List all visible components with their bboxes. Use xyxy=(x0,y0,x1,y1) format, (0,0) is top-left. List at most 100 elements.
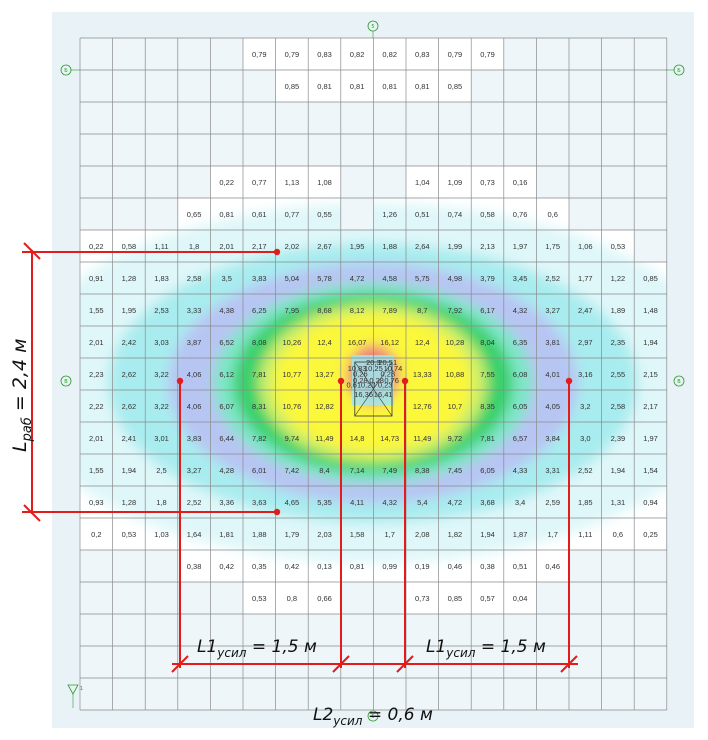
cell-value: 0,38 xyxy=(480,562,495,571)
tick-3 xyxy=(396,655,414,673)
empty-cell xyxy=(634,166,667,198)
empty-cell xyxy=(503,614,537,646)
cell-value: 2,52 xyxy=(187,498,202,507)
cell-value: 0,66 xyxy=(317,594,332,603)
cell-value: 1,95 xyxy=(350,242,365,251)
empty-cell xyxy=(243,678,276,710)
cell-value: 3,5 xyxy=(221,274,231,283)
cell-value: 1,58 xyxy=(350,530,365,539)
empty-cell xyxy=(210,38,243,70)
l1-right-label: L1усил = 1,5 м xyxy=(426,637,546,660)
cell-value: 4,32 xyxy=(513,306,528,315)
cell-value: 1,75 xyxy=(545,242,560,251)
empty-cell xyxy=(601,614,635,646)
cell-value: 10,76 xyxy=(283,402,302,411)
cell-value: 1,77 xyxy=(578,274,593,283)
empty-cell xyxy=(80,614,113,646)
empty-cell xyxy=(210,70,243,102)
empty-cell xyxy=(145,646,178,678)
empty-cell xyxy=(112,198,146,230)
center-value: 10,74 xyxy=(384,364,403,373)
empty-cell xyxy=(503,134,537,166)
cell-value: 13,27 xyxy=(315,370,334,379)
empty-cell xyxy=(634,230,667,262)
cell-value: 5,75 xyxy=(415,274,430,283)
cell-value: 10,77 xyxy=(283,370,302,379)
cell-value: 6,05 xyxy=(480,466,495,475)
cell-value: 7,81 xyxy=(480,434,495,443)
axis-marker-right-top: Б xyxy=(666,64,685,76)
empty-cell xyxy=(80,38,113,70)
cell-value: 4,11 xyxy=(350,498,364,507)
cell-value: 0,58 xyxy=(480,210,495,219)
empty-cell xyxy=(569,134,602,166)
empty-cell xyxy=(569,166,602,198)
cell-value: 0,81 xyxy=(350,82,365,91)
cell-value: 2,08 xyxy=(415,530,430,539)
empty-cell xyxy=(536,134,569,166)
cell-value: 14,8 xyxy=(350,434,365,443)
cell-value: 1,8 xyxy=(156,498,166,507)
empty-cell xyxy=(340,646,374,678)
axis-label-right-mid: В xyxy=(677,379,681,385)
cell-value: 7,42 xyxy=(285,466,300,475)
cell-value: 7,82 xyxy=(252,434,267,443)
empty-cell xyxy=(601,550,635,582)
cell-value: 4,65 xyxy=(285,498,300,507)
empty-cell xyxy=(145,678,178,710)
cell-value: 6,07 xyxy=(219,402,234,411)
cell-value: 2,58 xyxy=(187,274,202,283)
empty-cell xyxy=(275,134,309,166)
cell-value: 0,42 xyxy=(285,562,300,571)
cell-value: 0,16 xyxy=(513,178,528,187)
cell-value: 6,52 xyxy=(219,338,234,347)
tick-4 xyxy=(560,655,578,673)
cell-value: 1,11 xyxy=(578,530,592,539)
cell-value: 1,83 xyxy=(154,274,169,283)
cell-value: 0,13 xyxy=(317,562,332,571)
l1-left-label: L1усил = 1,5 м xyxy=(197,637,317,660)
empty-cell xyxy=(438,614,472,646)
empty-cell xyxy=(177,102,211,134)
empty-cell xyxy=(634,582,667,614)
empty-cell xyxy=(112,646,146,678)
tick-1 xyxy=(171,655,189,673)
empty-cell xyxy=(340,614,374,646)
empty-cell xyxy=(503,102,537,134)
cell-value: 3,84 xyxy=(545,434,560,443)
cell-value: 2,97 xyxy=(578,338,593,347)
empty-cell xyxy=(536,102,569,134)
center-value: 0,23 xyxy=(378,381,393,390)
empty-cell xyxy=(471,102,504,134)
empty-cell xyxy=(601,198,635,230)
empty-cell xyxy=(80,198,113,230)
cell-value: 2,5 xyxy=(156,466,166,475)
cell-value: 4,72 xyxy=(448,498,463,507)
cell-value: 3,27 xyxy=(187,466,202,475)
empty-cell xyxy=(145,38,178,70)
cell-value: 0,76 xyxy=(513,210,528,219)
cell-value: 1,8 xyxy=(189,242,199,251)
l-rab-tick-top xyxy=(23,242,41,260)
cell-value: 8,38 xyxy=(415,466,430,475)
axis-label-right-top: Б xyxy=(677,68,681,74)
cell-value: 6,17 xyxy=(480,306,495,315)
empty-cell xyxy=(112,134,146,166)
empty-cell xyxy=(112,166,146,198)
cell-value: 6,25 xyxy=(252,306,267,315)
empty-cell xyxy=(112,70,146,102)
empty-cell xyxy=(471,678,504,710)
empty-cell xyxy=(145,166,178,198)
empty-cell xyxy=(601,582,635,614)
center-value: 0,28 xyxy=(353,376,368,385)
cell-value: 8,08 xyxy=(252,338,267,347)
empty-cell xyxy=(569,678,602,710)
empty-cell xyxy=(112,102,146,134)
center-value: 10,25 xyxy=(364,364,383,373)
cell-value: 0,79 xyxy=(480,50,495,59)
empty-cell xyxy=(80,70,113,102)
empty-cell xyxy=(210,678,243,710)
cell-value: 12,4 xyxy=(317,338,332,347)
cell-value: 0,6 xyxy=(613,530,623,539)
